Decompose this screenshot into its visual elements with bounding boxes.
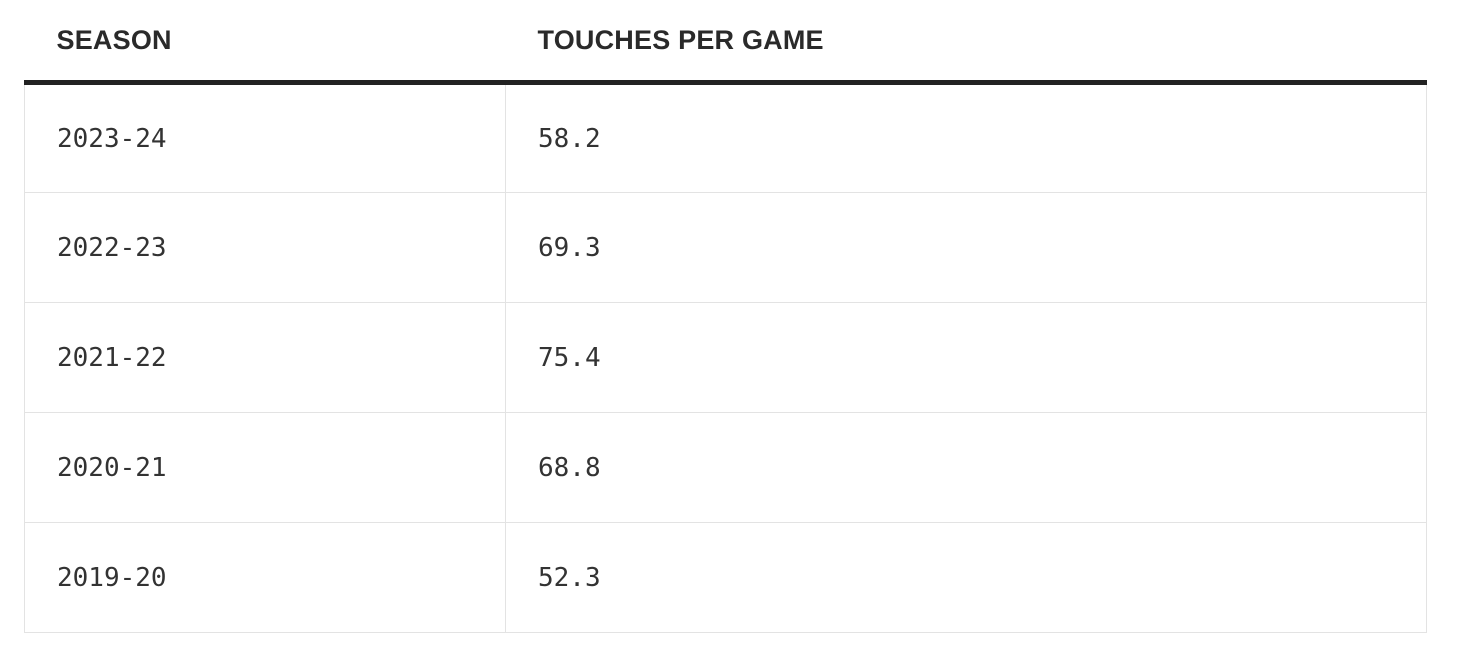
table-row: 2019-20 52.3 xyxy=(24,522,1427,633)
table-body: 2023-24 58.2 2022-23 69.3 2021-22 75.4 2… xyxy=(24,82,1427,633)
table-row: 2023-24 58.2 xyxy=(24,82,1427,193)
season-cell: 2021-22 xyxy=(24,302,506,413)
touches-cell: 75.4 xyxy=(505,302,1427,413)
season-cell: 2023-24 xyxy=(24,82,506,193)
column-header-season: SEASON xyxy=(24,0,506,85)
touches-cell: 68.8 xyxy=(505,412,1427,523)
season-cell: 2019-20 xyxy=(24,522,506,633)
table-row: 2020-21 68.8 xyxy=(24,412,1427,523)
column-header-touches: TOUCHES PER GAME xyxy=(505,0,1427,85)
touches-cell: 69.3 xyxy=(505,192,1427,303)
table-row: 2022-23 69.3 xyxy=(24,192,1427,303)
stats-table-container: SEASON TOUCHES PER GAME 2023-24 58.2 202… xyxy=(24,0,1427,633)
table-row: 2021-22 75.4 xyxy=(24,302,1427,413)
touches-table: SEASON TOUCHES PER GAME 2023-24 58.2 202… xyxy=(24,0,1427,633)
touches-cell: 58.2 xyxy=(505,82,1427,193)
season-cell: 2022-23 xyxy=(24,192,506,303)
season-cell: 2020-21 xyxy=(24,412,506,523)
touches-cell: 52.3 xyxy=(505,522,1427,633)
header-row: SEASON TOUCHES PER GAME xyxy=(24,0,1427,85)
table-header: SEASON TOUCHES PER GAME xyxy=(24,0,1427,85)
